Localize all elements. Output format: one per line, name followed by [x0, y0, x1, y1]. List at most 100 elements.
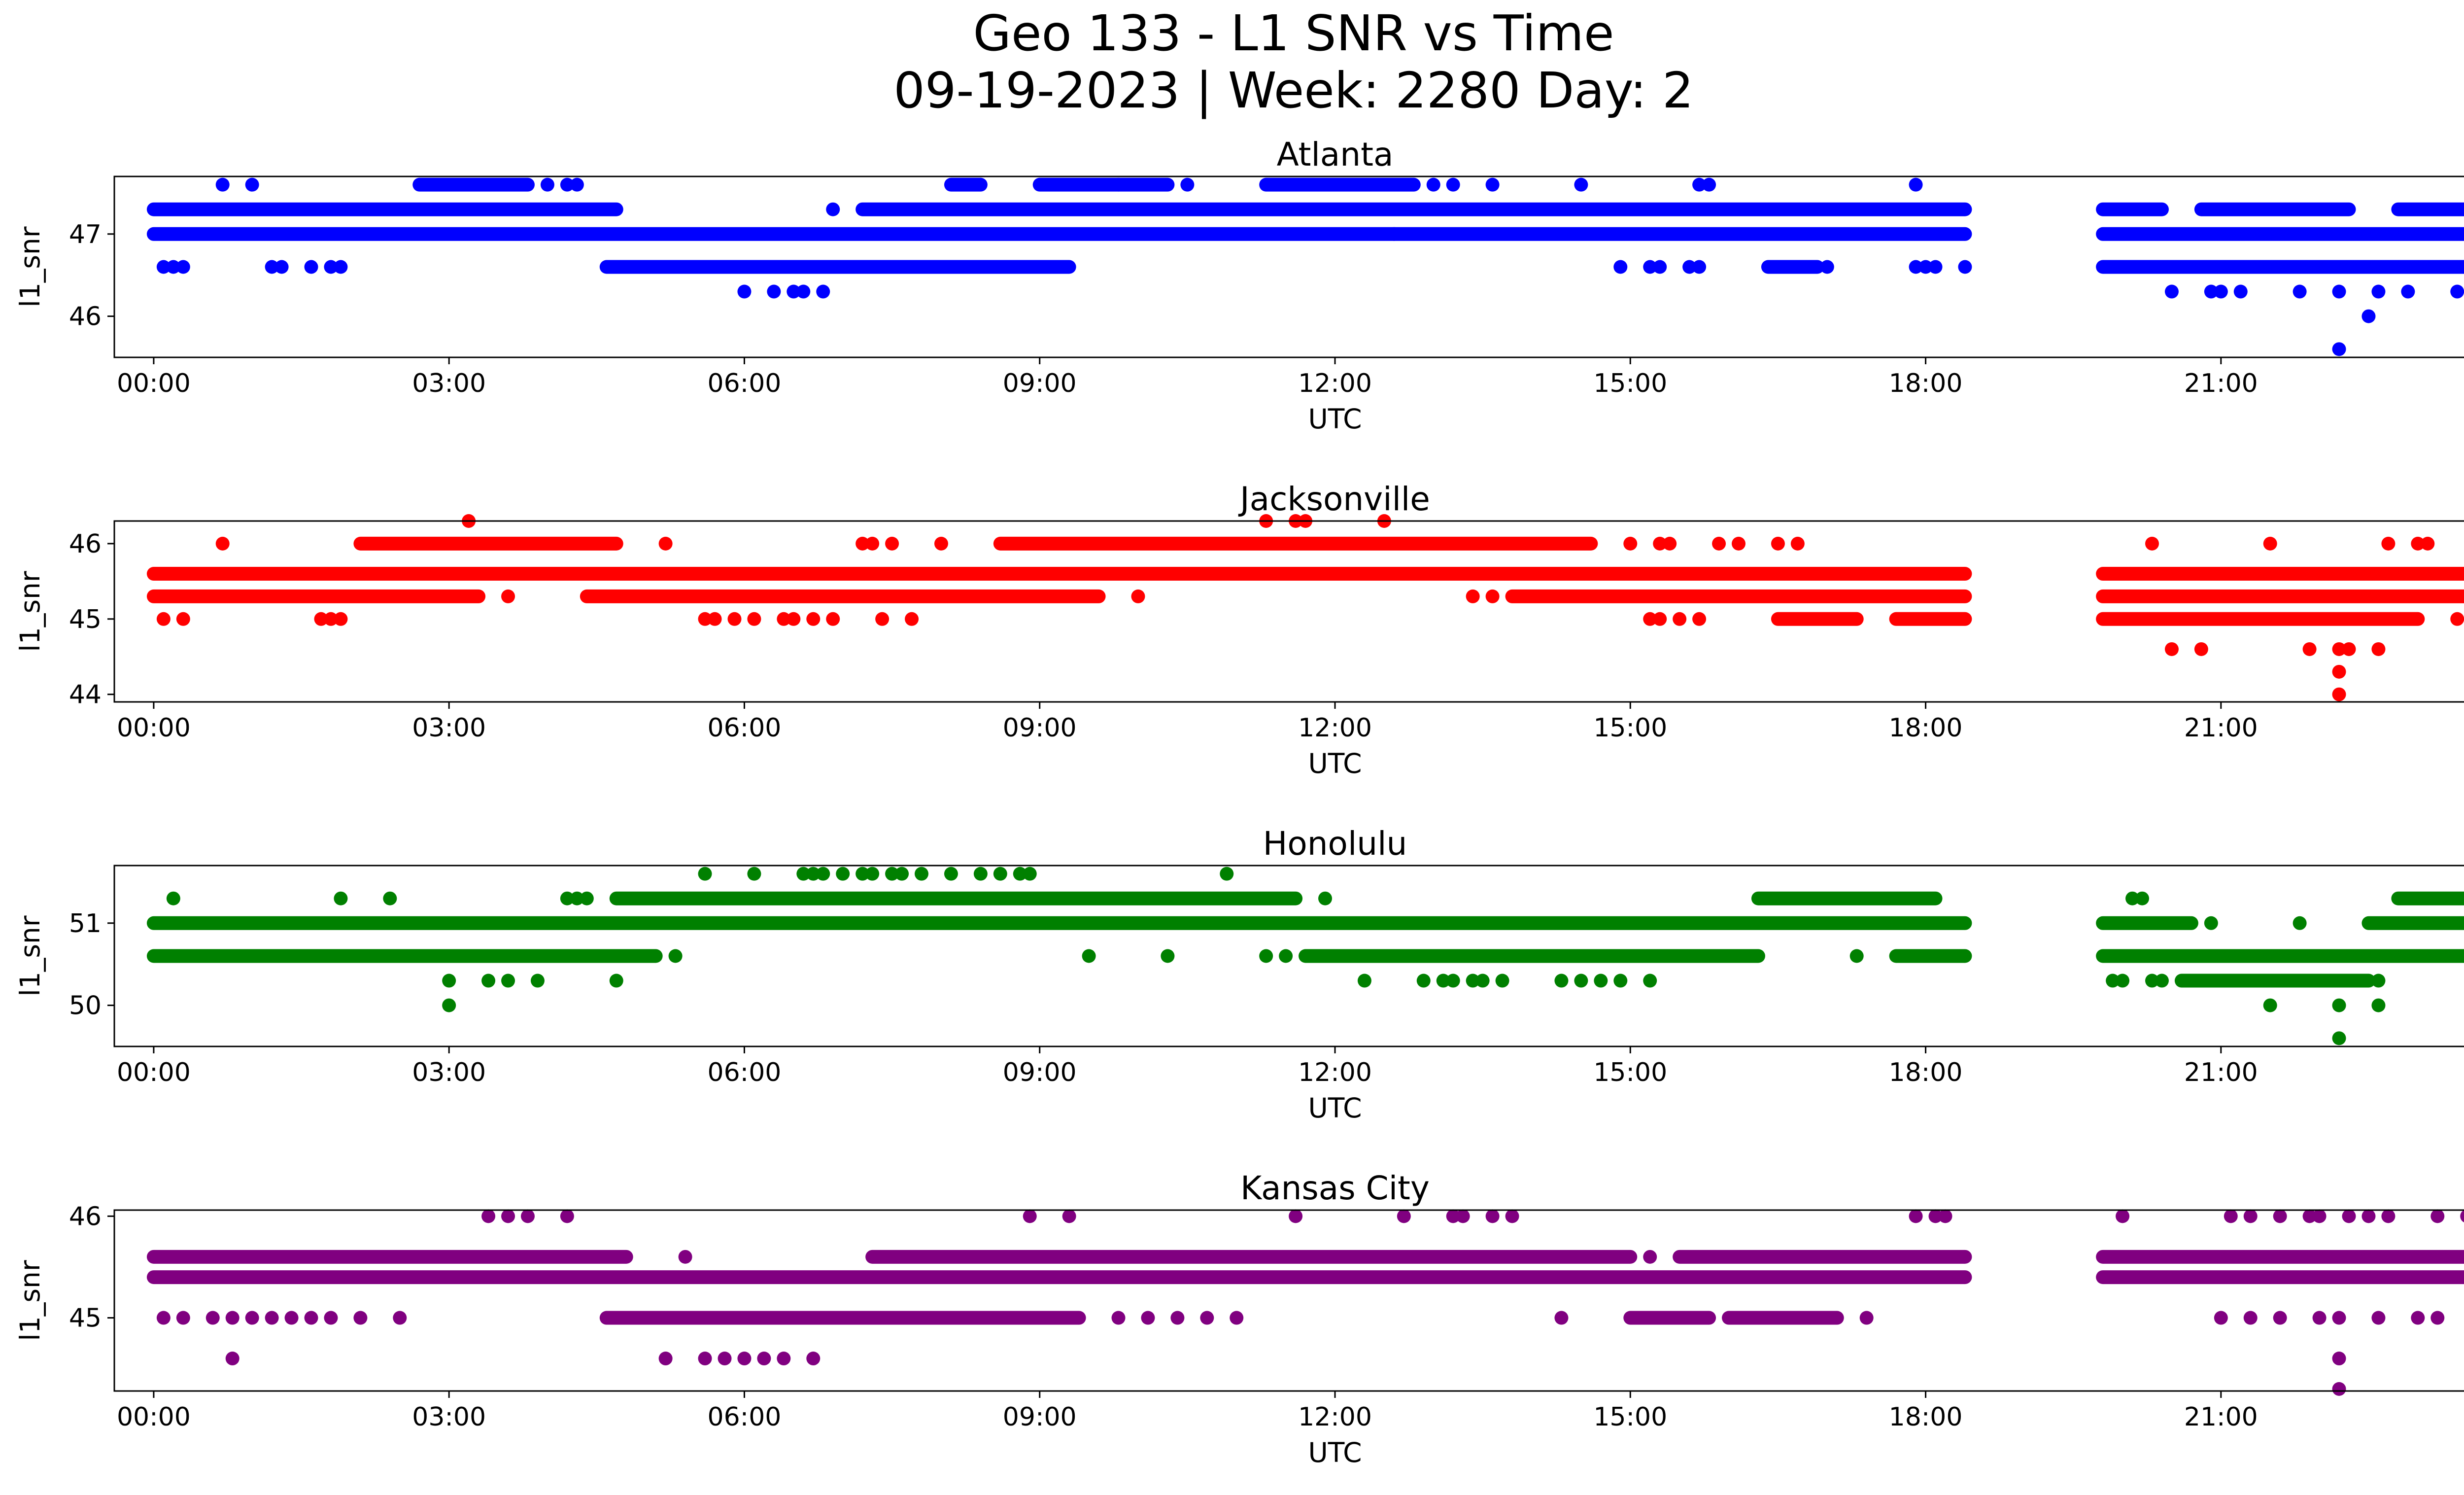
data-point [708, 612, 722, 626]
data-point [2342, 642, 2356, 656]
y-axis-label: l1_snr [14, 226, 46, 307]
x-tick-label: 15:00 [1593, 1058, 1667, 1087]
y-tick-label: 45 [69, 605, 102, 634]
data-point [757, 1352, 771, 1366]
data-point [1712, 536, 1726, 551]
data-point [787, 612, 801, 626]
y-tick-label: 45 [69, 1304, 102, 1333]
data-point [2145, 973, 2159, 988]
data-point [806, 867, 821, 881]
data-band [1623, 1311, 1716, 1325]
data-point [156, 1311, 171, 1325]
data-band [1505, 589, 1972, 603]
x-tick-label: 18:00 [1889, 369, 1963, 398]
data-point [2293, 284, 2307, 299]
data-point [2401, 284, 2415, 299]
data-band [146, 567, 1972, 581]
x-tick-label: 00:00 [117, 1058, 191, 1087]
data-point [737, 1352, 752, 1366]
data-point [501, 973, 515, 988]
y-tick-label: 51 [69, 909, 102, 939]
data-point [1111, 1311, 1126, 1325]
data-point [2164, 284, 2179, 299]
data-point [816, 284, 830, 299]
data-series [146, 177, 2464, 356]
data-point [481, 973, 496, 988]
data-point [334, 260, 348, 274]
data-point [1574, 177, 1588, 192]
data-point [1623, 536, 1638, 551]
data-series [146, 514, 2464, 701]
x-tick-label: 21:00 [2184, 1402, 2258, 1432]
data-band [1751, 891, 1943, 905]
data-point [560, 1209, 574, 1223]
data-point [334, 891, 348, 905]
data-point [2293, 916, 2307, 930]
data-point [2312, 1311, 2327, 1325]
data-point [265, 260, 279, 274]
data-point [973, 867, 988, 881]
data-point [560, 891, 574, 905]
data-point [2135, 891, 2150, 905]
data-band [2174, 973, 2376, 988]
data-point [2371, 973, 2386, 988]
x-tick-label: 03:00 [412, 713, 486, 743]
x-tick-label: 09:00 [1003, 713, 1077, 743]
y-tick-label: 47 [69, 220, 102, 249]
y-tick-label: 44 [69, 680, 102, 710]
data-point [2243, 1209, 2258, 1223]
x-tick-label: 21:00 [2184, 1058, 2258, 1087]
data-point [2371, 642, 2386, 656]
data-point [1475, 973, 1490, 988]
data-point [796, 284, 811, 299]
x-tick-label: 12:00 [1298, 369, 1372, 398]
data-band [146, 916, 1972, 930]
data-point [2145, 536, 2159, 551]
data-point [2224, 1209, 2238, 1223]
data-point [1682, 260, 1697, 274]
data-point [1446, 1209, 1460, 1223]
data-point [678, 1250, 692, 1264]
data-band [1889, 612, 1972, 626]
data-point [895, 867, 909, 881]
x-tick-label: 18:00 [1889, 1058, 1963, 1087]
data-point [176, 1311, 190, 1325]
data-point [727, 612, 742, 626]
data-point [225, 1352, 240, 1366]
data-band [865, 1250, 1638, 1264]
data-point [2155, 973, 2169, 988]
data-point [1485, 589, 1500, 603]
data-point [2361, 1209, 2376, 1223]
data-point [2125, 891, 2140, 905]
data-point [1023, 1209, 1037, 1223]
x-tick-label: 15:00 [1593, 1402, 1667, 1432]
data-band [599, 260, 1076, 274]
data-point [2263, 536, 2277, 551]
data-point [1161, 949, 1175, 963]
data-point [2204, 284, 2218, 299]
data-point [826, 612, 840, 626]
data-point [2302, 1209, 2317, 1223]
data-band [2096, 1250, 2464, 1264]
subplot-jacksonville: Jacksonville 00:00 03:00 06:00 09:00 12:00 15:… [14, 480, 2464, 779]
y-axis-label: l1_snr [14, 915, 46, 996]
data-point [1613, 973, 1628, 988]
data-point [2332, 1382, 2346, 1396]
data-band [2361, 916, 2464, 930]
data-point [865, 867, 880, 881]
data-point [1485, 1209, 1500, 1223]
data-point [1230, 1311, 1244, 1325]
data-point [1673, 612, 1687, 626]
data-point [274, 260, 289, 274]
data-point [1141, 1311, 1155, 1325]
data-point [737, 284, 752, 299]
data-band [146, 949, 663, 963]
data-point [885, 867, 899, 881]
figure-title-line2: 09-19-2023 | Week: 2280 Day: 2 [893, 62, 1693, 119]
data-point [1220, 867, 1234, 881]
x-tick-label: 00:00 [117, 369, 191, 398]
data-point [856, 536, 870, 551]
data-band [1299, 949, 1765, 963]
data-point [1909, 260, 1923, 274]
